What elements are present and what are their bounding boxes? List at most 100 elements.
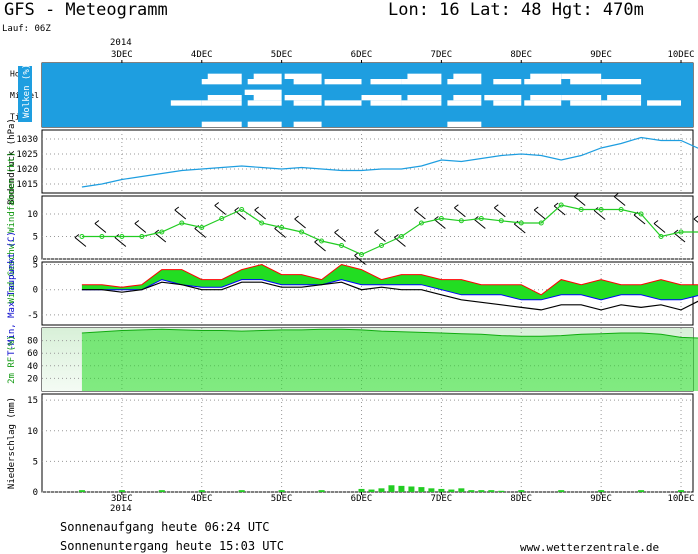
wind-point (279, 225, 285, 230)
precip-bar (598, 490, 605, 492)
top-date-label: 9DEC (590, 50, 612, 60)
ytick-temp: -5 (27, 311, 38, 321)
wind-barb-tick (94, 220, 100, 224)
site-link[interactable]: www.wetterzentrale.de (520, 541, 660, 554)
wind-point (418, 220, 424, 226)
wind-point (578, 207, 584, 212)
cloud-gap-mittel (453, 95, 482, 101)
top-date-label: 4DEC (191, 50, 213, 60)
ytick-pressure: 1025 (16, 150, 38, 160)
wind-barb (114, 237, 127, 247)
bottom-date-label: 6DEC (351, 494, 373, 504)
cloud-gap-hoch (601, 79, 642, 85)
wind-point (638, 211, 644, 217)
wind-barb-tick (673, 229, 679, 234)
cloud-gap-mittel (401, 100, 442, 106)
ytick-rh: 20 (27, 374, 38, 384)
location-info: Lon: 16 Lat: 48 Hgt: 470m (388, 0, 644, 20)
top-year-label: 2014 (110, 38, 132, 48)
cloud-gap-hoch (247, 79, 282, 85)
top-date-label: 7DEC (431, 50, 453, 60)
cloud-gap-mittel (601, 100, 642, 106)
wind-barb (374, 232, 386, 242)
ytick-temp: 5 (33, 261, 38, 271)
clouds-ylabel: Wolken (%) (22, 64, 32, 118)
wind-barb-tick (374, 229, 379, 233)
wind-point (159, 229, 165, 235)
ytick-rh: 40 (27, 362, 38, 372)
precip-bar (238, 490, 245, 492)
precip-bar (428, 488, 435, 492)
wind-point (359, 252, 365, 257)
cloud-gap-tief (247, 121, 282, 127)
wind-barb-tick (613, 193, 619, 197)
wind-barb (434, 219, 446, 229)
wind-point (259, 220, 265, 226)
wind-barb (474, 219, 486, 229)
rh-area (81, 329, 698, 391)
cloud-gap-mittel (207, 95, 242, 101)
wind-barb (134, 223, 147, 233)
bottom-date-label: 8DEC (510, 494, 532, 504)
wind-barb (533, 209, 546, 220)
bottom-date-label: 3DEC (111, 494, 133, 504)
bottom-date-label: 10DEC (667, 494, 694, 504)
ylabel-temp: T-Min, Max Taupunkt (C) (7, 231, 17, 356)
wind-line (81, 204, 698, 256)
sunset-text: Sonnenuntergang heute 15:03 UTC (60, 539, 284, 553)
wind-point (99, 234, 105, 239)
wind-barb (454, 207, 466, 218)
cloud-gap-tief (447, 121, 482, 127)
wind-point (179, 220, 185, 226)
precip-bar (488, 490, 495, 492)
wind-barb (154, 232, 167, 243)
ylabel-wind: Wind Geschw. Windfahnen (kt) (7, 152, 17, 304)
top-date-label: 5DEC (271, 50, 293, 60)
wind-barb-tick (234, 207, 239, 211)
wind-barb-tick (653, 220, 659, 224)
cloud-gap-mittel (324, 100, 362, 106)
wind-barb-tick (174, 206, 180, 211)
wind-barb-tick (274, 225, 279, 229)
wind-barb-tick (154, 229, 160, 234)
wind-barb (693, 218, 698, 223)
wind-point (438, 216, 444, 221)
cloud-gap-tief (293, 121, 322, 127)
cloud-gap-hoch (370, 79, 402, 85)
wind-point (618, 207, 624, 212)
ytick-wind: 5 (33, 233, 38, 243)
top-date-label: 3DEC (111, 50, 133, 60)
cloud-gap-mittel (493, 100, 522, 106)
ytick-precip: 0 (33, 488, 38, 498)
wind-point (119, 234, 125, 239)
temp-max-line (81, 263, 698, 296)
pressure-line (81, 136, 698, 188)
cloud-gap-mittel (370, 100, 402, 106)
cloud-gap-mittel (253, 95, 282, 101)
wind-barb (74, 237, 87, 247)
cloud-gap-mittel (293, 100, 322, 106)
bottom-date-label: 7DEC (431, 494, 453, 504)
wind-point (498, 218, 504, 224)
ytick-wind: 10 (27, 210, 38, 220)
wind-barb-tick (194, 225, 200, 229)
wind-point (678, 229, 684, 235)
cloud-gap-mittel (407, 95, 442, 101)
dewpoint-line (81, 281, 698, 311)
panel-frame-precip (41, 393, 694, 493)
wind-point (339, 243, 345, 248)
precip-bar (678, 490, 685, 492)
cloud-gap-hoch (561, 73, 602, 79)
bottom-date-label: 5DEC (271, 494, 293, 504)
cloud-gap-hoch (284, 73, 322, 79)
wind-barb-tick (414, 206, 419, 211)
rh-line (81, 328, 698, 339)
wind-barb (553, 205, 566, 216)
temp-range-area (81, 264, 698, 300)
wind-point (538, 220, 544, 226)
precip-bar (638, 490, 645, 492)
wind-barb (653, 223, 666, 233)
cloud-gap-mittel (244, 89, 282, 95)
wind-barb-tick (334, 229, 339, 233)
